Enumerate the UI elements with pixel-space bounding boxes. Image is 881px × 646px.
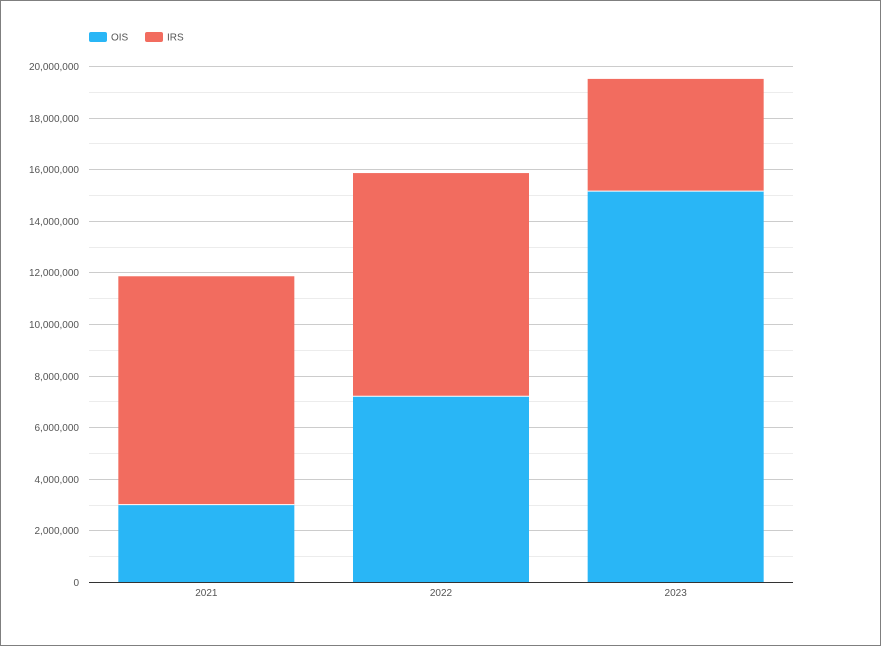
legend-swatch-ois bbox=[89, 32, 107, 42]
bars bbox=[118, 78, 764, 582]
x-tick-label: 2023 bbox=[665, 588, 688, 599]
bar-ois-2023[interactable] bbox=[587, 191, 764, 582]
y-tick-label: 14,000,000 bbox=[29, 217, 79, 228]
y-tick-label: 8,000,000 bbox=[35, 372, 80, 383]
bar-ois-2022[interactable] bbox=[353, 396, 529, 582]
x-tick-label: 2021 bbox=[195, 588, 218, 599]
legend-item-ois[interactable]: OIS bbox=[89, 32, 129, 44]
y-tick-label: 20,000,000 bbox=[29, 62, 79, 73]
y-tick-label: 12,000,000 bbox=[29, 268, 79, 279]
legend-item-irs[interactable]: IRS bbox=[145, 32, 184, 44]
legend-swatch-irs bbox=[145, 32, 163, 42]
y-tick-label: 10,000,000 bbox=[29, 320, 79, 331]
y-tick-label: 16,000,000 bbox=[29, 165, 79, 176]
y-tick-label: 18,000,000 bbox=[29, 114, 79, 125]
y-tick-label: 6,000,000 bbox=[35, 423, 80, 434]
y-tick-label: 2,000,000 bbox=[35, 526, 80, 537]
bar-ois-2021[interactable] bbox=[118, 504, 295, 582]
legend[interactable]: OIS IRS bbox=[89, 32, 184, 44]
bar-irs-2021[interactable] bbox=[118, 276, 295, 505]
bar-irs-2023[interactable] bbox=[587, 78, 764, 192]
legend-label-irs: IRS bbox=[167, 33, 184, 44]
bar-irs-2022[interactable] bbox=[353, 173, 529, 397]
axes: 0 2,000,000 4,000,000 6,000,000 8,000,000 10,… bbox=[29, 62, 793, 599]
legend-label-ois: OIS bbox=[111, 33, 129, 44]
y-tick-label: 0 bbox=[73, 578, 79, 589]
x-tick-label: 2022 bbox=[430, 588, 453, 599]
y-tick-label: 4,000,000 bbox=[35, 475, 80, 486]
